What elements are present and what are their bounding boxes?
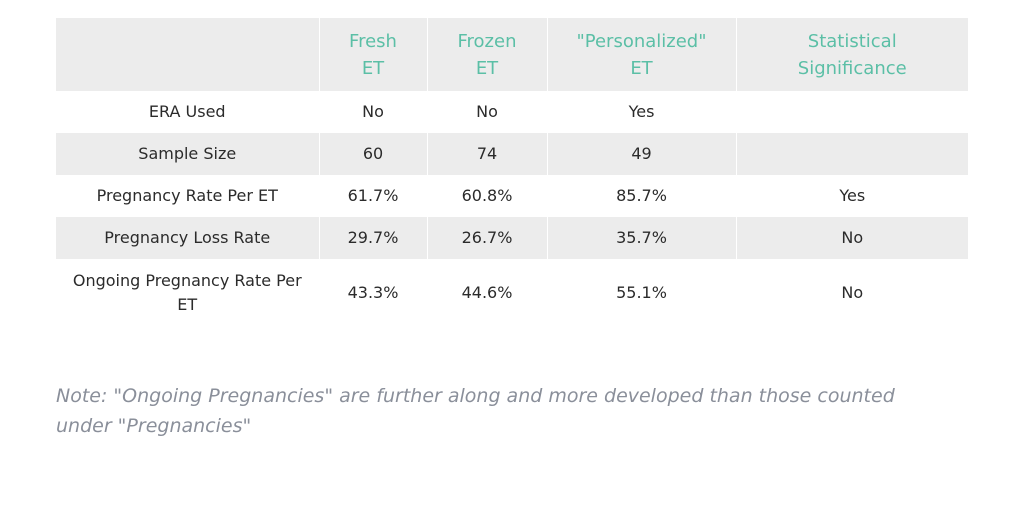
cell-personalized: Yes xyxy=(547,91,737,133)
cell-significance: Yes xyxy=(839,186,866,205)
cell-fresh: 43.3% xyxy=(319,259,428,327)
cell-frozen: 60.8% xyxy=(427,175,548,217)
table-header: Fresh ET Frozen ET "Personalized" ET Sta… xyxy=(56,18,968,91)
footnote: Note: "Ongoing Pregnancies" are further … xyxy=(56,385,895,437)
cell-significance xyxy=(736,91,968,133)
cell-frozen: 74 xyxy=(427,133,548,175)
cell-fresh: 29.7% xyxy=(319,217,428,259)
row-label: Pregnancy Rate Per ET xyxy=(56,175,320,217)
header-fresh-et: Fresh ET xyxy=(319,18,428,91)
row-label: Sample Size xyxy=(56,133,320,175)
cell-personalized: 55.1% xyxy=(547,259,737,327)
header-line: Statistical xyxy=(807,30,897,52)
table-body: ERA Used No No Yes Sample Size 60 74 49 … xyxy=(56,91,968,327)
row-label: Pregnancy Loss Rate xyxy=(56,217,320,259)
results-table: Fresh ET Frozen ET "Personalized" ET Sta… xyxy=(56,18,968,327)
header-line: Significance xyxy=(797,57,907,79)
header-row: Fresh ET Frozen ET "Personalized" ET Sta… xyxy=(56,18,968,91)
header-line: ET xyxy=(630,57,653,79)
cell-significance xyxy=(736,133,968,175)
header-line: Fresh xyxy=(349,30,397,52)
cell-frozen: 44.6% xyxy=(427,259,548,327)
row-label: Ongoing Pregnancy Rate Per ET xyxy=(56,259,320,327)
header-frozen-et: Frozen ET xyxy=(427,18,548,91)
table-row: Ongoing Pregnancy Rate Per ET 43.3% 44.6… xyxy=(56,259,968,327)
header-empty-cell xyxy=(56,18,320,91)
header-line: Frozen xyxy=(457,30,517,52)
cell-fresh: No xyxy=(319,91,428,133)
table-row: Pregnancy Loss Rate 29.7% 26.7% 35.7% No xyxy=(56,217,968,259)
table-row: Sample Size 60 74 49 xyxy=(56,133,968,175)
cell-frozen: 26.7% xyxy=(427,217,548,259)
cell-personalized: 49 xyxy=(547,133,737,175)
cell-personalized: 85.7% xyxy=(547,175,737,217)
cell-significance: No xyxy=(841,228,864,247)
header-personalized-et: "Personalized" ET xyxy=(547,18,737,91)
header-line: "Personalized" xyxy=(576,30,707,52)
cell-personalized: 35.7% xyxy=(547,217,737,259)
cell-fresh: 61.7% xyxy=(319,175,428,217)
header-line: ET xyxy=(361,57,385,79)
header-line: ET xyxy=(475,57,499,79)
cell-significance: No xyxy=(841,283,864,302)
cell-frozen: No xyxy=(427,91,548,133)
cell-fresh: 60 xyxy=(319,133,428,175)
row-label: ERA Used xyxy=(56,91,320,133)
header-statistical-significance: Statistical Significance xyxy=(736,18,968,91)
table-row: Pregnancy Rate Per ET 61.7% 60.8% 85.7% … xyxy=(56,175,968,217)
table-row: ERA Used No No Yes xyxy=(56,91,968,133)
